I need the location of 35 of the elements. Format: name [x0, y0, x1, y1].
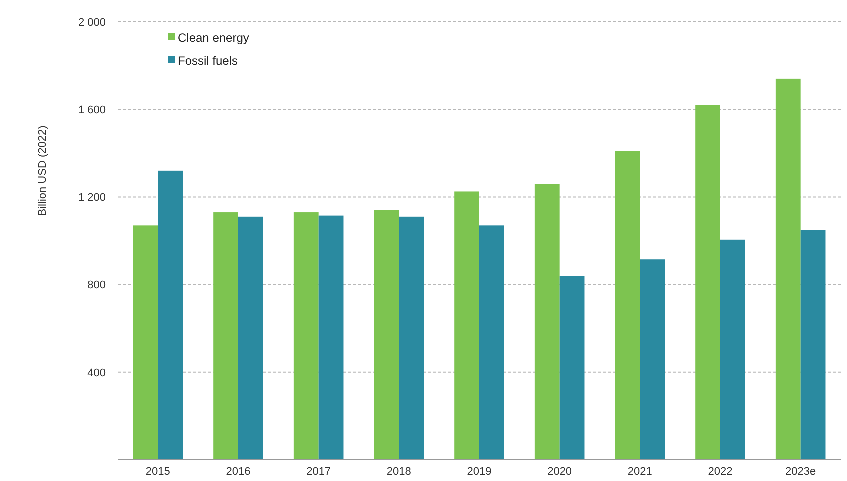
bar [214, 212, 238, 460]
bar [480, 226, 504, 460]
bar [399, 216, 424, 460]
y-tick-label: 400 [88, 367, 106, 380]
bar [696, 105, 720, 460]
x-tick-label: 2023e [786, 466, 816, 478]
x-tick-label: 2018 [386, 466, 412, 478]
bar [454, 192, 480, 460]
bar [560, 276, 585, 460]
x-tick-label: 2017 [306, 466, 332, 478]
bar [158, 170, 184, 460]
bar [800, 230, 826, 460]
bar [776, 78, 801, 460]
y-tick-label: 1 600 [78, 104, 106, 116]
x-tick-label: 2015 [146, 466, 170, 478]
bar [374, 210, 400, 460]
legend-label: Fossil fuels [178, 54, 238, 68]
bar [615, 151, 640, 460]
x-tick-label: 2016 [226, 466, 251, 478]
y-axis-title: Billion USD (2022) [37, 126, 49, 216]
y-tick-label: 2 000 [78, 16, 106, 29]
bar [534, 184, 560, 460]
bar [238, 216, 264, 460]
x-tick-label: 2022 [708, 466, 733, 478]
x-tick-label: 2020 [548, 466, 572, 478]
y-tick-label: 800 [88, 280, 106, 292]
bar [640, 260, 666, 460]
bar [294, 212, 319, 460]
bar [720, 240, 746, 460]
legend-label: Clean energy [178, 31, 250, 45]
bar [318, 216, 344, 460]
bar [133, 226, 158, 460]
y-tick-label: 1 200 [78, 192, 106, 204]
x-tick-label: 2019 [467, 466, 492, 478]
x-tick-label: 2021 [628, 466, 652, 478]
